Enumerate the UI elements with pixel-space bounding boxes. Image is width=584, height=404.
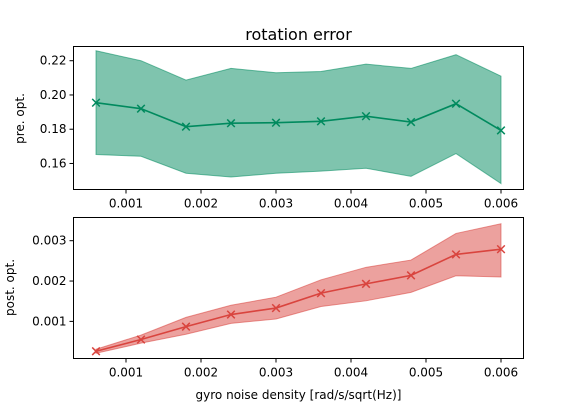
data-point-marker xyxy=(496,244,506,254)
data-point-marker xyxy=(136,335,146,344)
plot-area-post-opt xyxy=(91,223,506,356)
x-tick-label: 0.002 xyxy=(184,197,218,211)
plot-area-pre-opt xyxy=(91,50,506,185)
data-point xyxy=(361,111,371,121)
x-tick-label: 0.006 xyxy=(484,197,518,211)
mean-line xyxy=(95,101,502,132)
confidence-band xyxy=(95,223,502,354)
data-point xyxy=(91,346,101,356)
x-axis-label: gyro noise density [rad/s/sqrt(Hz)] xyxy=(196,388,402,402)
y-axis-ticks-pre-opt: 0.16 0.18 0.20 0.22 xyxy=(40,54,74,170)
y-tick-label: 0.16 xyxy=(40,156,67,170)
data-point-marker xyxy=(226,310,236,319)
chart-title: rotation error xyxy=(245,25,352,44)
data-point-marker xyxy=(316,117,326,126)
data-point-marker xyxy=(91,98,101,108)
y-tick-label: 0.22 xyxy=(40,54,67,68)
data-point-marker xyxy=(181,322,191,331)
data-point-marker xyxy=(451,250,461,259)
x-tick-label: 0.001 xyxy=(109,366,143,380)
y-tick-label: 0.18 xyxy=(40,122,67,136)
y-tick-label: 0.003 xyxy=(32,234,66,248)
data-point-marker xyxy=(91,346,101,356)
x-tick-label: 0.003 xyxy=(259,197,293,211)
data-point-marker xyxy=(316,288,326,298)
data-point xyxy=(451,99,461,109)
x-tick-label: 0.002 xyxy=(184,366,218,380)
y-tick-label: 0.20 xyxy=(40,88,67,102)
data-point xyxy=(226,310,236,319)
data-point-marker xyxy=(406,271,416,280)
data-point xyxy=(406,271,416,280)
x-tick-label: 0.001 xyxy=(109,197,143,211)
data-point xyxy=(361,279,371,289)
data-point xyxy=(271,118,281,128)
y-axis-ticks-post-opt: 0.001 0.002 0.003 xyxy=(32,234,74,328)
y-axis-label-pre-opt: pre. opt. xyxy=(13,93,27,144)
chart-panel-pre-opt: rotation error 0.160.180.200.22 0.001 0.0… xyxy=(13,25,524,211)
data-point-marker xyxy=(406,117,416,127)
x-axis-ticks-pre-opt: 0.001 0.002 0.003 0.004 0.005 0.006 xyxy=(109,189,518,211)
data-point xyxy=(271,303,281,313)
data-point xyxy=(316,288,326,298)
data-point-marker xyxy=(361,279,371,289)
data-point xyxy=(316,117,326,126)
data-point-marker xyxy=(496,126,506,135)
data-point xyxy=(406,117,416,127)
data-point-marker xyxy=(451,99,461,109)
data-point xyxy=(136,335,146,344)
data-point xyxy=(181,322,191,331)
y-tick-label: 0.002 xyxy=(32,274,66,288)
y-axis-label-post-opt: post. opt. xyxy=(3,259,17,316)
data-point xyxy=(226,118,236,128)
data-point-marker xyxy=(226,118,236,128)
confidence-band xyxy=(95,50,502,185)
data-point-marker xyxy=(136,104,146,113)
axes-frame-post-opt xyxy=(73,217,524,359)
data-point xyxy=(451,250,461,259)
x-tick-label: 0.006 xyxy=(484,366,518,380)
x-tick-label: 0.004 xyxy=(334,197,368,211)
data-point xyxy=(496,244,506,254)
data-point-marker xyxy=(271,118,281,128)
x-tick-label: 0.004 xyxy=(334,366,368,380)
data-point-marker xyxy=(271,303,281,313)
axes-frame-pre-opt xyxy=(73,46,524,190)
data-point xyxy=(91,98,101,108)
data-point xyxy=(181,122,191,131)
data-point-marker xyxy=(181,122,191,131)
x-axis-ticks-post-opt: 0.001 0.002 0.003 0.004 0.005 0.006 xyxy=(109,358,518,380)
data-point-marker xyxy=(361,111,371,121)
x-tick-label: 0.005 xyxy=(409,197,443,211)
x-tick-label: 0.003 xyxy=(259,366,293,380)
x-tick-label: 0.005 xyxy=(409,366,443,380)
y-tick-label: 0.001 xyxy=(32,314,66,328)
data-point xyxy=(136,104,146,113)
mean-line xyxy=(95,248,502,353)
data-point xyxy=(496,126,506,135)
